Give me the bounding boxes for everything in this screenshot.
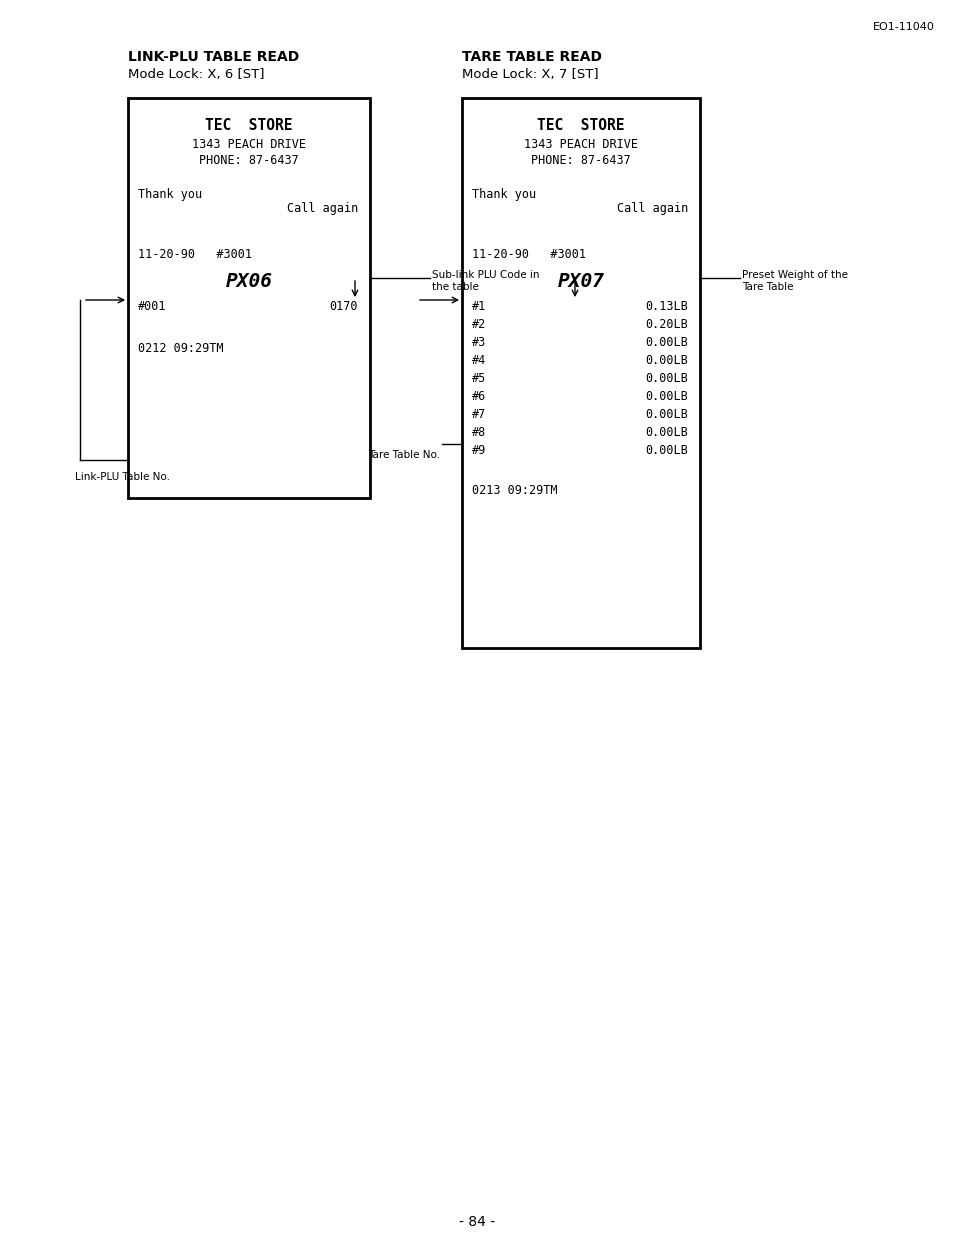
Text: Call again: Call again — [287, 202, 357, 216]
Text: 0212 09:29TM: 0212 09:29TM — [138, 342, 223, 356]
Text: 1343 PEACH DRIVE: 1343 PEACH DRIVE — [523, 138, 638, 151]
Bar — [461, 98, 700, 648]
Text: Thank you: Thank you — [472, 188, 536, 201]
Text: 1343 PEACH DRIVE: 1343 PEACH DRIVE — [192, 138, 306, 151]
Text: #5: #5 — [472, 372, 486, 385]
Text: 0.13LB: 0.13LB — [644, 300, 687, 313]
Text: #2: #2 — [472, 318, 486, 331]
Text: PHONE: 87-6437: PHONE: 87-6437 — [531, 154, 630, 167]
Text: #9: #9 — [472, 444, 486, 457]
Text: #001: #001 — [138, 300, 167, 313]
Text: Thank you: Thank you — [138, 188, 202, 201]
Text: PHONE: 87-6437: PHONE: 87-6437 — [199, 154, 298, 167]
Text: 0.00LB: 0.00LB — [644, 336, 687, 349]
Text: Tare Table No.: Tare Table No. — [368, 450, 439, 460]
Text: PX07: PX07 — [557, 273, 604, 291]
Text: 0.00LB: 0.00LB — [644, 390, 687, 403]
Text: #1: #1 — [472, 300, 486, 313]
Text: Link-PLU Table No.: Link-PLU Table No. — [75, 472, 170, 482]
Text: #8: #8 — [472, 426, 486, 439]
Text: #4: #4 — [472, 354, 486, 367]
Text: #6: #6 — [472, 390, 486, 403]
Text: TARE TABLE READ: TARE TABLE READ — [461, 50, 601, 64]
Text: 11-20-90   #3001: 11-20-90 #3001 — [472, 248, 585, 261]
Text: #3: #3 — [472, 336, 486, 349]
Text: 11-20-90   #3001: 11-20-90 #3001 — [138, 248, 252, 261]
Text: 0.00LB: 0.00LB — [644, 444, 687, 457]
Text: Sub-link PLU Code in
the table: Sub-link PLU Code in the table — [432, 270, 539, 291]
Text: 0.00LB: 0.00LB — [644, 408, 687, 421]
Text: 0.00LB: 0.00LB — [644, 372, 687, 385]
Text: 0170: 0170 — [329, 300, 357, 313]
Text: TEC  STORE: TEC STORE — [205, 118, 293, 133]
Text: EO1-11040: EO1-11040 — [872, 22, 934, 32]
Text: PX06: PX06 — [225, 273, 273, 291]
Text: 0.00LB: 0.00LB — [644, 426, 687, 439]
Text: Mode Lock: X, 6 [ST]: Mode Lock: X, 6 [ST] — [128, 68, 264, 81]
Text: 0213 09:29TM: 0213 09:29TM — [472, 484, 557, 497]
Text: Preset Weight of the
Tare Table: Preset Weight of the Tare Table — [741, 270, 847, 291]
Bar — [128, 98, 370, 498]
Text: - 84 -: - 84 - — [458, 1215, 495, 1229]
Text: LINK-PLU TABLE READ: LINK-PLU TABLE READ — [128, 50, 299, 64]
Text: Call again: Call again — [616, 202, 687, 216]
Text: #7: #7 — [472, 408, 486, 421]
Text: 0.20LB: 0.20LB — [644, 318, 687, 331]
Text: 0.00LB: 0.00LB — [644, 354, 687, 367]
Text: TEC  STORE: TEC STORE — [537, 118, 624, 133]
Text: Mode Lock: X, 7 [ST]: Mode Lock: X, 7 [ST] — [461, 68, 598, 81]
